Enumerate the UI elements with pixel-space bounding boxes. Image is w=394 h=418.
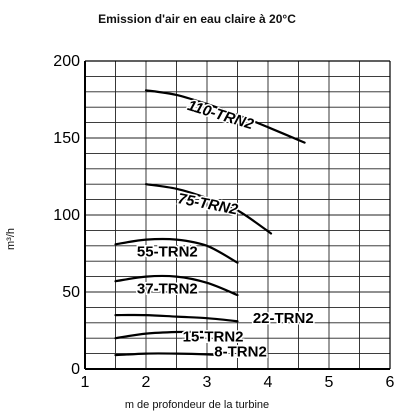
series-label-8-trn2: 8-TRN2 [214, 344, 267, 361]
tick-labels: 0 50 100 150 200 1 2 3 4 5 6 [53, 53, 394, 391]
x-axis-label: m de profondeur de la turbine [124, 399, 270, 411]
series-label-55-trn2: 55-TRN2 [137, 244, 198, 261]
series-label-110-trn2: 110-TRN2 [185, 97, 256, 133]
series-line-37-trn2 [114, 274, 239, 297]
x-tick-label: 1 [81, 374, 90, 391]
series-label-15-trn2: 15-TRN2 [183, 328, 244, 345]
y-tick-label: 0 [71, 361, 80, 378]
axes [84, 60, 391, 370]
series-line-15-trn2 [114, 330, 221, 340]
y-tick-label: 200 [53, 53, 80, 70]
y-axis-label: m³/h [5, 228, 17, 250]
series-line-75-trn2 [144, 183, 273, 235]
series-line-110-trn2 [144, 89, 306, 144]
series-label-37-trn2: 37-TRN2 [137, 281, 198, 298]
series-line-55-trn2 [114, 237, 239, 264]
series-line-8-trn2 [114, 352, 221, 357]
x-tick-label: 6 [386, 374, 394, 391]
series-label-75-trn2: 75-TRN2 [176, 190, 240, 218]
y-tick-label: 100 [53, 207, 80, 224]
series-line-22-trn2 [114, 313, 239, 323]
x-tick-label: 5 [325, 374, 334, 391]
y-tick-label: 50 [62, 284, 80, 301]
y-tick-label: 150 [53, 130, 80, 147]
series-lines [114, 89, 306, 357]
series-label-22-trn2: 22-TRN2 [253, 310, 314, 327]
grid-lines [84, 60, 391, 370]
x-tick-label: 4 [264, 374, 273, 391]
x-tick-label: 3 [203, 374, 212, 391]
series-labels: 110-TRN2 75-TRN2 55-TRN2 37-TRN2 22-TRN2 15-T… [135, 96, 315, 363]
chart-title: Emission d'air en eau claire à 20°C [98, 12, 296, 26]
x-tick-label: 2 [142, 374, 151, 391]
